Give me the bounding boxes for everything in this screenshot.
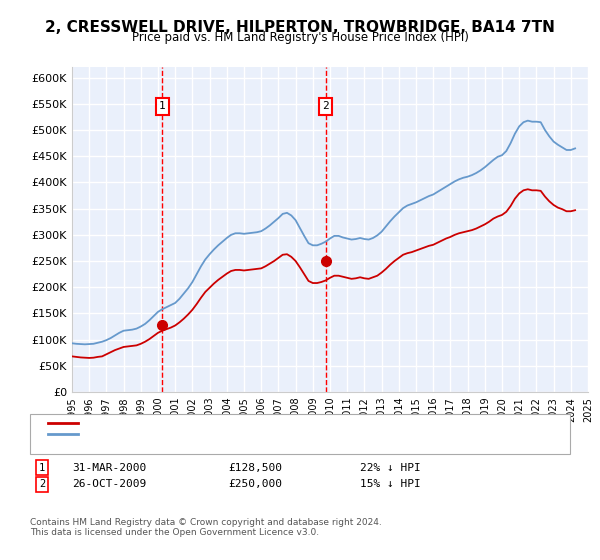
Text: HPI: Average price, detached house, Wiltshire: HPI: Average price, detached house, Wilt… (84, 429, 365, 439)
Text: Price paid vs. HM Land Registry's House Price Index (HPI): Price paid vs. HM Land Registry's House … (131, 31, 469, 44)
Text: 26-OCT-2009: 26-OCT-2009 (72, 479, 146, 489)
Text: 2: 2 (39, 479, 45, 489)
Text: Contains HM Land Registry data © Crown copyright and database right 2024.
This d: Contains HM Land Registry data © Crown c… (30, 518, 382, 538)
Text: 31-MAR-2000: 31-MAR-2000 (72, 463, 146, 473)
Text: 2, CRESSWELL DRIVE, HILPERTON, TROWBRIDGE, BA14 7TN: 2, CRESSWELL DRIVE, HILPERTON, TROWBRIDG… (45, 20, 555, 35)
Text: 2: 2 (322, 101, 329, 111)
Text: 1: 1 (39, 463, 45, 473)
Text: 22% ↓ HPI: 22% ↓ HPI (360, 463, 421, 473)
Text: £250,000: £250,000 (228, 479, 282, 489)
Text: £128,500: £128,500 (228, 463, 282, 473)
Text: 1: 1 (159, 101, 166, 111)
Text: 2, CRESSWELL DRIVE, HILPERTON, TROWBRIDGE, BA14 7TN (detached house): 2, CRESSWELL DRIVE, HILPERTON, TROWBRIDG… (84, 418, 509, 428)
Text: 15% ↓ HPI: 15% ↓ HPI (360, 479, 421, 489)
